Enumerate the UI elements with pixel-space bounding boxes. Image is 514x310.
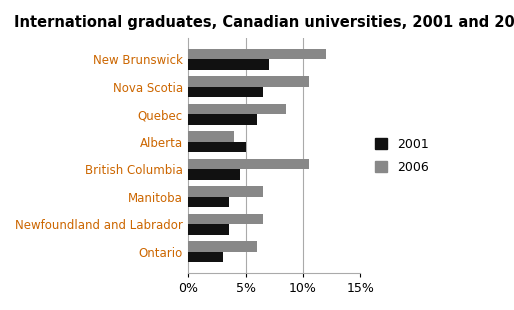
Bar xyxy=(189,104,286,114)
Bar xyxy=(189,224,229,235)
Legend: 2001, 2006: 2001, 2006 xyxy=(369,131,435,180)
Bar xyxy=(189,214,263,224)
Bar xyxy=(189,169,240,180)
Bar xyxy=(189,59,269,70)
Bar xyxy=(189,159,309,169)
Bar xyxy=(189,252,223,262)
Bar xyxy=(189,142,246,152)
Bar xyxy=(189,241,257,252)
Bar xyxy=(189,197,229,207)
Title: International graduates, Canadian universities, 2001 and 2006: International graduates, Canadian univer… xyxy=(14,15,514,30)
Bar xyxy=(189,87,263,97)
Bar xyxy=(189,186,263,197)
Bar xyxy=(189,131,234,142)
Bar xyxy=(189,49,326,59)
Bar xyxy=(189,76,309,87)
Bar xyxy=(189,114,257,125)
